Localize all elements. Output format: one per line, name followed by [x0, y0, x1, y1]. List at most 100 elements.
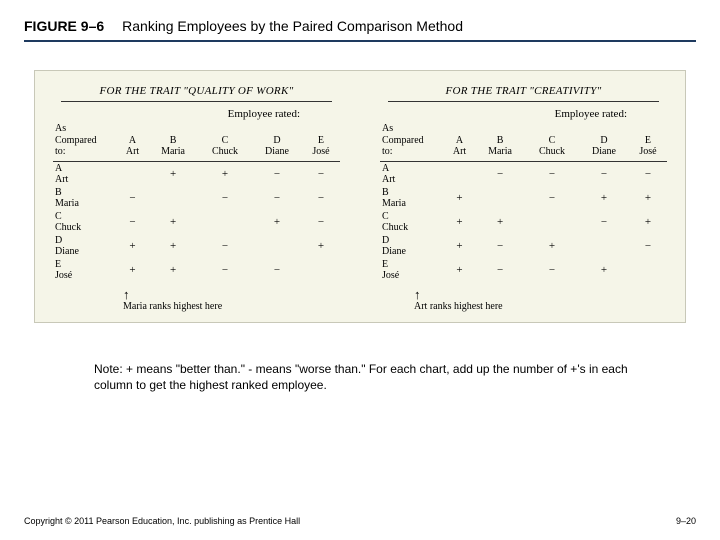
col-header: CChuck	[198, 122, 252, 161]
rank-arrow: ↑Maria ranks highest here	[123, 288, 340, 312]
row-label: DDiane	[380, 234, 444, 258]
cell: −	[579, 210, 629, 234]
cell: +	[444, 234, 475, 258]
cell: +	[117, 234, 148, 258]
cell	[302, 258, 340, 282]
trait-rule	[61, 101, 332, 102]
cell: −	[117, 210, 148, 234]
cell: +	[525, 234, 579, 258]
cell: +	[148, 234, 198, 258]
table-row: BMaria+−++	[380, 186, 667, 210]
cell	[148, 186, 198, 210]
cell: −	[252, 258, 302, 282]
figure-number: FIGURE 9–6	[24, 18, 104, 34]
cell	[525, 210, 579, 234]
cell: −	[475, 258, 525, 282]
row-label: BMaria	[53, 186, 117, 210]
cell: +	[148, 161, 198, 186]
table-row: CChuck++−+	[380, 210, 667, 234]
cell: −	[117, 186, 148, 210]
comparison-table: AsComparedto:AArtBMariaCChuckDDianeEJosé…	[380, 122, 667, 282]
row-label: AArt	[380, 161, 444, 186]
panel-1: FOR THE TRAIT "CREATIVITY"Employee rated…	[380, 85, 667, 312]
rank-arrow: ↑Art ranks highest here	[414, 288, 667, 312]
cell: −	[629, 234, 667, 258]
rank-caption: Art ranks highest here	[414, 301, 667, 312]
row-label: AArt	[53, 161, 117, 186]
row-label: CChuck	[53, 210, 117, 234]
cell: −	[198, 186, 252, 210]
col-header: DDiane	[579, 122, 629, 161]
col-header: AArt	[117, 122, 148, 161]
col-header: DDiane	[252, 122, 302, 161]
cell: −	[252, 161, 302, 186]
figure-title: Ranking Employees by the Paired Comparis…	[122, 18, 463, 34]
cell: +	[198, 161, 252, 186]
row-label: BMaria	[380, 186, 444, 210]
note-label: Note:	[94, 362, 123, 376]
table-row: DDiane+−+−	[380, 234, 667, 258]
compared-to-header: AsComparedto:	[53, 122, 117, 161]
cell	[579, 234, 629, 258]
row-label: EJosé	[380, 258, 444, 282]
rank-caption: Maria ranks highest here	[123, 301, 340, 312]
cell: −	[302, 186, 340, 210]
col-header: CChuck	[525, 122, 579, 161]
cell: +	[629, 210, 667, 234]
employee-rated-label: Employee rated:	[53, 108, 340, 120]
comparison-table: AsComparedto:AArtBMariaCChuckDDianeEJosé…	[53, 122, 340, 282]
cell: +	[148, 258, 198, 282]
cell: +	[444, 258, 475, 282]
cell: +	[475, 210, 525, 234]
note-block: Note: + means "better than." - means "wo…	[94, 361, 634, 393]
row-label: CChuck	[380, 210, 444, 234]
table-row: DDiane++−+	[53, 234, 340, 258]
trait-title: FOR THE TRAIT "QUALITY OF WORK"	[53, 85, 340, 97]
arrow-up-icon: ↑	[414, 288, 667, 301]
cell: +	[579, 186, 629, 210]
col-header: EJosé	[302, 122, 340, 161]
cell	[475, 186, 525, 210]
cell: −	[302, 210, 340, 234]
arrow-up-icon: ↑	[123, 288, 340, 301]
cell	[117, 161, 148, 186]
cell	[252, 234, 302, 258]
note-text: + means "better than." - means "worse th…	[94, 362, 628, 392]
cell: −	[525, 186, 579, 210]
cell: +	[444, 186, 475, 210]
cell: −	[252, 186, 302, 210]
cell: +	[117, 258, 148, 282]
cell: +	[148, 210, 198, 234]
trait-rule	[388, 101, 659, 102]
cell: −	[475, 161, 525, 186]
cell	[444, 161, 475, 186]
cell: −	[525, 161, 579, 186]
cell: −	[302, 161, 340, 186]
cell: −	[198, 234, 252, 258]
table-row: AArt++−−	[53, 161, 340, 186]
compared-to-header: AsComparedto:	[380, 122, 444, 161]
employee-rated-label: Employee rated:	[380, 108, 667, 120]
row-label: DDiane	[53, 234, 117, 258]
col-header: BMaria	[148, 122, 198, 161]
cell: −	[475, 234, 525, 258]
col-header: BMaria	[475, 122, 525, 161]
panel-0: FOR THE TRAIT "QUALITY OF WORK" Employee …	[53, 85, 340, 312]
cell	[629, 258, 667, 282]
cell: +	[579, 258, 629, 282]
cell: +	[444, 210, 475, 234]
cell: −	[579, 161, 629, 186]
copyright-text: Copyright © 2011 Pearson Education, Inc.…	[24, 516, 300, 526]
cell: +	[252, 210, 302, 234]
comparison-diagram: FOR THE TRAIT "QUALITY OF WORK" Employee …	[34, 70, 686, 323]
figure-header: FIGURE 9–6 Ranking Employees by the Pair…	[24, 18, 696, 42]
cell: +	[302, 234, 340, 258]
table-row: EJosé+−−+	[380, 258, 667, 282]
cell: −	[198, 258, 252, 282]
page-number: 9–20	[676, 516, 696, 526]
table-row: EJosé++−−	[53, 258, 340, 282]
cell	[198, 210, 252, 234]
cell: +	[629, 186, 667, 210]
table-row: AArt−−−−	[380, 161, 667, 186]
row-label: EJosé	[53, 258, 117, 282]
